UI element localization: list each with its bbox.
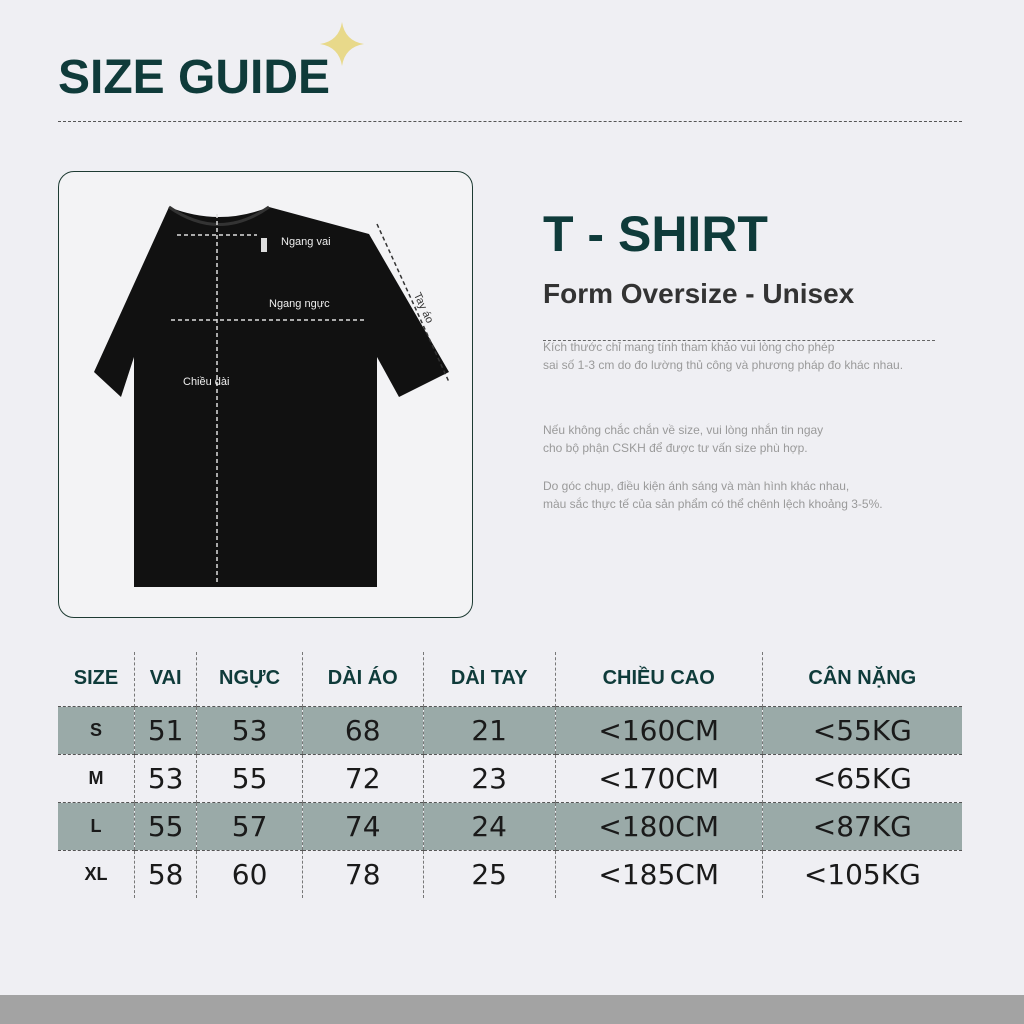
col-height: CHIỀU CAO: [554, 652, 763, 706]
note-1: Kích thước chỉ mang tính tham khảo vui l…: [543, 340, 904, 372]
cell: 60: [196, 850, 303, 898]
note-3: Do góc chụp, điều kiện ánh sáng và màn h…: [543, 479, 883, 511]
cell: 58: [133, 850, 197, 898]
cell: <170CM: [554, 754, 763, 802]
table-row: M 53 55 72 23 <170CM <65KG: [58, 754, 962, 802]
cell: L: [58, 801, 135, 851]
cell: 72: [301, 754, 424, 802]
cell: 55: [196, 754, 303, 802]
cell: <185CM: [554, 850, 763, 898]
col-sleeve: DÀI TAY: [422, 652, 556, 706]
size-table: SIZE VAI NGỰC DÀI ÁO DÀI TAY CHIỀU CAO C…: [58, 652, 962, 898]
cell: <180CM: [554, 801, 763, 851]
cell: 51: [133, 705, 197, 755]
table-row: S 51 53 68 21 <160CM <55KG: [58, 705, 962, 755]
table-row: XL 58 60 78 25 <185CM <105KG: [58, 850, 962, 898]
tshirt-image: [94, 205, 450, 587]
col-weight: CÂN NẶNG: [761, 652, 962, 706]
cell: 25: [422, 850, 556, 898]
sparkle-icon: [320, 22, 364, 66]
cell: 53: [133, 754, 197, 802]
cell: 68: [301, 705, 424, 755]
note-2: Nếu không chắc chắn về size, vui lòng nh…: [543, 423, 824, 455]
product-name: T - SHIRT: [543, 206, 768, 262]
cell: 24: [422, 801, 556, 851]
cell: 23: [422, 754, 556, 802]
cell: 55: [133, 801, 197, 851]
col-chest: NGỰC: [196, 652, 303, 706]
cell: XL: [84, 863, 108, 884]
label-chest: Ngang ngực: [269, 298, 330, 310]
table-header: SIZE VAI NGỰC DÀI ÁO DÀI TAY CHIỀU CAO C…: [58, 652, 962, 706]
cell: <55KG: [761, 705, 962, 755]
label-length: Chiều dài: [183, 376, 230, 388]
divider: [58, 121, 962, 122]
page-title: SIZE GUIDE: [58, 51, 331, 104]
table-row: L 55 57 74 24 <180CM <87KG: [58, 801, 962, 851]
cell: 78: [301, 850, 424, 898]
cell: M: [88, 767, 104, 788]
footer-band: [0, 995, 1024, 1024]
cell: 21: [422, 705, 556, 755]
cell: 53: [196, 705, 303, 755]
col-size: SIZE: [73, 667, 119, 690]
cell: S: [58, 705, 135, 755]
label-shoulder: Ngang vai: [281, 236, 331, 248]
cell: <105KG: [761, 850, 962, 898]
cell: 57: [196, 801, 303, 851]
cell: 74: [301, 801, 424, 851]
cell: <160CM: [554, 705, 763, 755]
col-shoulder: VAI: [133, 652, 197, 706]
product-subtitle: Form Oversize - Unisex: [543, 278, 855, 309]
cell: <65KG: [761, 754, 962, 802]
divider: [543, 340, 935, 341]
cell: <87KG: [761, 801, 962, 851]
col-length: DÀI ÁO: [301, 652, 424, 706]
tshirt-diagram: Ngang vai Ngang ngực Chiều dài Tay áo: [58, 171, 473, 618]
